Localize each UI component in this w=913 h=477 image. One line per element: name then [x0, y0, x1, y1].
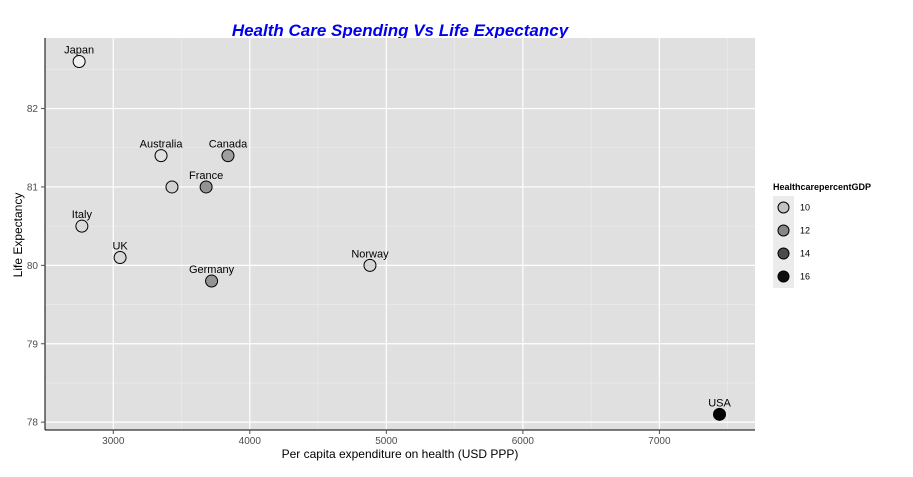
data-point [363, 258, 377, 272]
data-point [75, 219, 89, 233]
data-point-label: Germany [189, 264, 235, 276]
data-point [713, 407, 726, 421]
data-point-label: USA [708, 397, 731, 409]
y-tick-label: 82 [27, 104, 39, 115]
x-tick-label: 7000 [648, 436, 671, 447]
x-tick-label: 6000 [512, 436, 535, 447]
data-point [72, 55, 86, 69]
x-tick-label: 4000 [239, 436, 262, 447]
legend-symbol [777, 247, 790, 260]
x-axis: 3000 4000 5000 6000 7000 [45, 429, 755, 447]
legend-label: 16 [800, 272, 810, 282]
data-point [199, 180, 213, 194]
data-point-label: Australia [140, 139, 184, 151]
data-point [113, 251, 127, 265]
legend-label: 12 [800, 226, 810, 236]
chart-title: Health Care Spending Vs Life Expectancy [232, 21, 570, 40]
x-tick-label: 5000 [375, 436, 398, 447]
data-point [205, 274, 219, 288]
y-tick-label: 81 [27, 182, 39, 193]
y-tick-label: 79 [27, 339, 39, 350]
data-point [165, 180, 179, 194]
plot-background [45, 38, 755, 430]
data-point-label: Canada [209, 139, 248, 151]
data-point-label: Japan [64, 45, 94, 57]
legend-label: 10 [800, 203, 810, 213]
legend-title: HealthcarepercentGDP [773, 182, 871, 192]
y-tick-label: 78 [27, 418, 39, 429]
legend: HealthcarepercentGDP 10 12 14 16 [773, 182, 871, 288]
legend-symbol [777, 270, 790, 283]
y-axis-title: Life Expectancy [11, 193, 25, 278]
data-point-label: UK [112, 241, 128, 253]
x-tick-label: 3000 [102, 436, 125, 447]
data-points: Japan Italy UK Australia France Canada Germany… [64, 45, 731, 421]
legend-symbol [777, 201, 790, 214]
legend-symbol [777, 224, 790, 237]
y-tick-label: 80 [27, 261, 39, 272]
data-point-label: France [189, 170, 223, 182]
x-axis-title: Per capita expenditure on health (USD PP… [282, 447, 519, 461]
data-point [154, 149, 168, 163]
data-point [221, 149, 235, 163]
data-point-label: Norway [351, 248, 389, 260]
y-axis: 78 79 80 81 82 [27, 38, 46, 430]
plot-panel [44, 38, 755, 430]
data-point-label: Italy [72, 209, 93, 221]
legend-label: 14 [800, 249, 810, 259]
